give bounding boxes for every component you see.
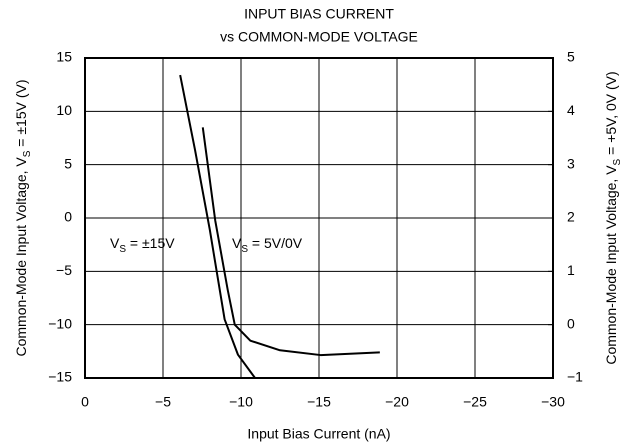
annotation: VS = ±15V (110, 235, 175, 255)
y2-tick-label: 0 (567, 315, 575, 331)
x-tick-label: 0 (81, 394, 89, 410)
y-tick-label: 5 (64, 155, 72, 171)
x-tick-label: −30 (541, 394, 565, 410)
y2-tick-label: 3 (567, 155, 575, 171)
label-part: V (232, 235, 242, 251)
label-part: = +5V, 0V (V) (603, 71, 619, 158)
chart-title: INPUT BIAS CURRENT (244, 6, 394, 22)
y2-tick-label: 1 (567, 262, 575, 278)
y2-tick-label: 2 (567, 209, 575, 225)
label-part: Common-Mode Input Voltage, V (13, 157, 29, 357)
y-tick-label: −10 (48, 315, 72, 331)
y-tick-label: −5 (56, 262, 72, 278)
x-axis-label: Input Bias Current (nA) (247, 426, 390, 442)
y-tick-label: 0 (64, 209, 72, 225)
chart-title: vs COMMON-MODE VOLTAGE (220, 29, 418, 45)
y-tick-label: 15 (56, 49, 72, 65)
label-part: V (110, 235, 120, 251)
label-sub: S (119, 244, 126, 255)
x-tick-label: −25 (463, 394, 487, 410)
y-tick-label: 10 (56, 102, 72, 118)
y2-tick-label: 5 (567, 49, 575, 65)
x-tick-label: −20 (385, 394, 409, 410)
label-part: = 5V/0V (248, 235, 303, 251)
label-part: = ±15V (126, 235, 175, 251)
line-series (201, 127, 380, 357)
label-part: = ±15V (V) (13, 79, 29, 150)
label-sub: S (22, 150, 33, 157)
y-tick-label: −15 (48, 369, 72, 385)
line-series (179, 74, 256, 379)
x-tick-label: −5 (155, 394, 171, 410)
label-sub: S (241, 244, 248, 255)
plot-frame (84, 57, 554, 379)
label-part: Common-Mode Input Voltage, V (603, 165, 619, 365)
label-sub: S (612, 158, 623, 165)
y2-tick-label: −1 (567, 369, 583, 385)
y2-tick-label: 4 (567, 102, 575, 118)
x-tick-label: −10 (229, 394, 253, 410)
annotation: VS = 5V/0V (232, 235, 303, 255)
y2-axis-label: Common-Mode Input Voltage, VS = +5V, 0V … (603, 71, 623, 364)
y-axis-label: Common-Mode Input Voltage, VS = ±15V (V) (13, 79, 33, 356)
x-tick-label: −15 (307, 394, 331, 410)
